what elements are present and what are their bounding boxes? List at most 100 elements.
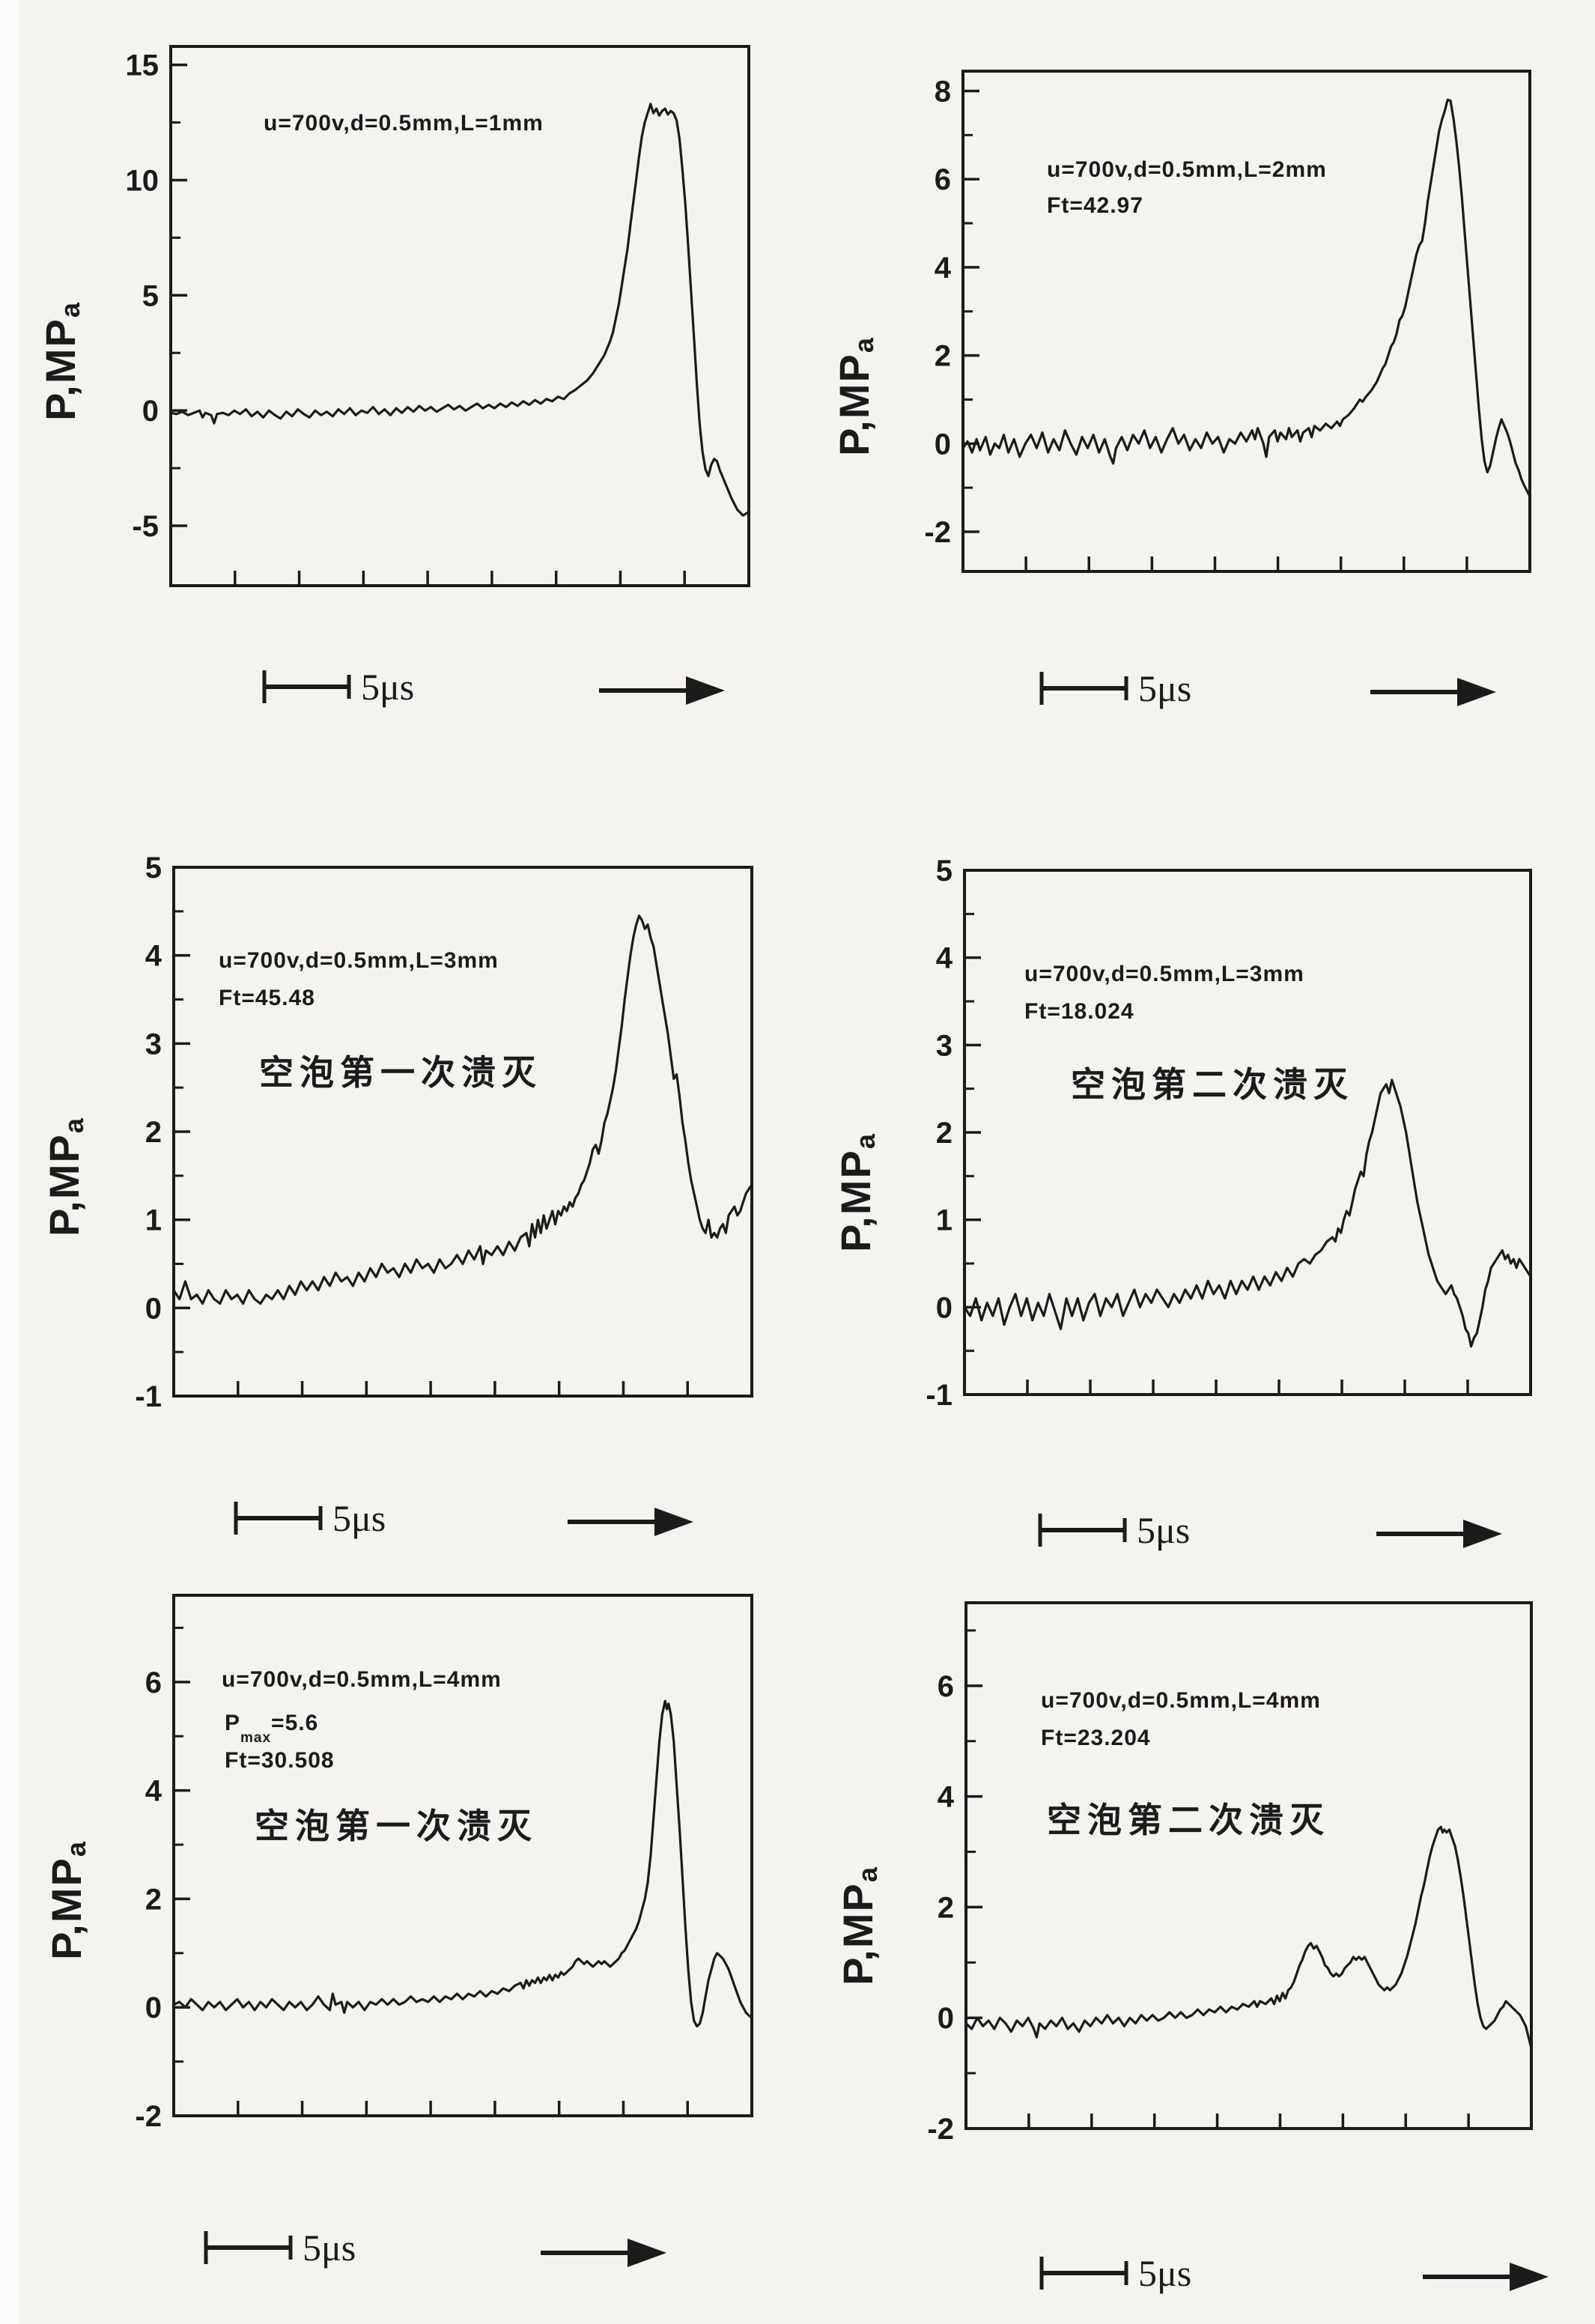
y-axis-tick-label: 15 [126,49,160,82]
time-scale-marker-5: 5μs [202,2226,356,2269]
y-axis-tick-label: 5 [145,857,162,885]
pressure-waveform-path [961,98,1531,498]
y-axis-tick-label: 0 [145,1292,162,1325]
time-scale-label: 5μs [1138,667,1192,709]
time-scale-label: 5μs [332,1497,386,1539]
chart-5-collapse-caption: 空泡第一次溃灭 [255,1806,538,1845]
y-axis-label-subscript: a [61,1840,91,1857]
y-axis-tick-label: 2 [935,340,951,373]
y-axis-tick-label: 5 [936,860,953,888]
pmax-symbol: P [225,1711,241,1735]
time-direction-arrow-2 [1369,673,1498,715]
y-axis-tick-label: -2 [135,2100,162,2133]
plot-frame [172,1594,753,2117]
y-axis-tick-label: 5 [142,279,159,312]
time-direction-arrow-3 [566,1502,695,1545]
y-axis-tick-label: 2 [938,1891,954,1924]
y-axis-label-6: P,MP a [827,1776,887,2075]
y-axis-tick-label: 3 [936,1029,953,1062]
y-axis-label-5: P,MP a [36,1750,96,2050]
y-axis-tick-label: 4 [145,940,162,973]
chart-3-params-annotation: u=700v,d=0.5mm,L=3mm [219,948,499,973]
chart-2-ft-annotation: Ft=42.97 [1047,193,1143,218]
y-axis-tick-label: 8 [935,75,951,108]
y-axis-tick-label: -1 [926,1379,953,1412]
chart-3-collapse-caption: 空泡第一次溃灭 [259,1053,542,1092]
y-axis-tick-label: -1 [135,1380,162,1413]
pressure-waveform-path [963,1078,1532,1348]
scan-edge-strip [0,0,19,2324]
y-axis-tick-label: -2 [924,516,951,549]
y-axis-tick-label: 0 [142,395,159,428]
time-direction-arrow-4 [1375,1514,1504,1557]
scale-bracket-icon [1039,672,1128,705]
chart-5-params-annotation: u=700v,d=0.5mm,L=4mm [222,1667,502,1692]
waveform-chart-6: 6 4 2 0 -2 [927,1601,1533,2146]
y-axis-tick-label: 10 [126,164,160,197]
time-scale-marker-4: 5μs [1036,1508,1190,1552]
y-axis-tick-label: -2 [927,2113,954,2146]
y-axis-tick-label: 0 [935,428,951,461]
waveform-chart-2: 8 6 4 2 0 -2 [924,70,1531,573]
y-axis-tick-label: 2 [936,1117,953,1150]
y-axis-label-text: P,MP [36,318,84,421]
scale-bracket-icon [1039,2257,1128,2290]
y-axis-label-4: P,MP a [825,1043,885,1342]
right-arrow-icon [541,2239,666,2267]
pmax-value: =5.6 [271,1711,319,1735]
plot-frame [172,866,753,1398]
plot-frame [964,1601,1533,2130]
waveform-chart-1: 15 10 5 0 -5 [126,45,750,587]
y-axis-tick-label: 2 [145,1883,162,1916]
pressure-waveform-path [964,1825,1533,2050]
y-axis-label-text: P,MP [42,1857,90,1960]
pressure-waveform-path [172,1699,753,2028]
time-direction-arrow-5 [539,2233,668,2276]
right-arrow-icon [1423,2263,1549,2291]
scale-bracket-icon [262,670,351,703]
chart-5-ft-annotation: Ft=30.508 [225,1748,335,1773]
pressure-waveform-path [169,103,750,517]
y-axis-tick-label: 4 [936,942,953,975]
time-scale-marker-1: 5μs [261,665,414,709]
chart-6-ft-annotation: Ft=23.204 [1041,1726,1151,1750]
chart-4-ft-annotation: Ft=18.024 [1024,999,1134,1024]
y-axis-tick-label: 0 [936,1291,953,1324]
chart-6-collapse-caption: 空泡第二次溃灭 [1047,1800,1330,1839]
y-axis-tick-label: 0 [938,2002,954,2035]
right-arrow-icon [599,676,725,705]
plot-frame [961,70,1531,573]
y-axis-label-subscript: a [852,1866,883,1883]
y-axis-tick-label: 6 [935,163,951,196]
y-axis-tick-label: 4 [938,1781,955,1814]
y-axis-tick-label: 1 [145,1204,162,1237]
scale-bracket-icon [204,2231,293,2264]
chart-1-params-annotation: u=700v,d=0.5mm,L=1mm [264,111,544,136]
scale-bracket-icon [1038,1514,1127,1547]
y-axis-label-subscript: a [850,1132,881,1150]
y-axis-tick-label: 4 [145,1775,162,1808]
waveform-chart-3: 5 4 3 2 1 0 -1 [135,857,753,1413]
chart-6-params-annotation: u=700v,d=0.5mm,L=4mm [1041,1688,1321,1713]
y-axis-tick-label: 0 [145,1991,162,2024]
y-axis-tick-label: 1 [936,1204,953,1237]
scale-bracket-icon [234,1502,323,1535]
right-arrow-icon [1376,1520,1502,1548]
y-axis-tick-label: 6 [938,1670,954,1703]
plot-frame [169,45,750,587]
y-axis-label-2: P,MP a [824,246,884,546]
y-axis-tick-label: 4 [935,252,952,285]
y-axis-label-subscript: a [848,336,879,354]
y-axis-tick-label: 3 [145,1028,162,1061]
time-direction-arrow-6 [1421,2257,1550,2300]
y-axis-label-3: P,MP a [34,1027,94,1326]
chart-2-params-annotation: u=700v,d=0.5mm,L=2mm [1047,157,1327,182]
chart-4-params-annotation: u=700v,d=0.5mm,L=3mm [1024,962,1304,986]
y-axis-label-text: P,MP [833,1882,881,1985]
right-arrow-icon [568,1508,693,1536]
time-scale-label: 5μs [361,666,415,708]
y-axis-label-1: P,MP a [30,211,90,511]
y-axis-label-subscript: a [58,1117,89,1134]
y-axis-label-text: P,MP [40,1133,88,1237]
